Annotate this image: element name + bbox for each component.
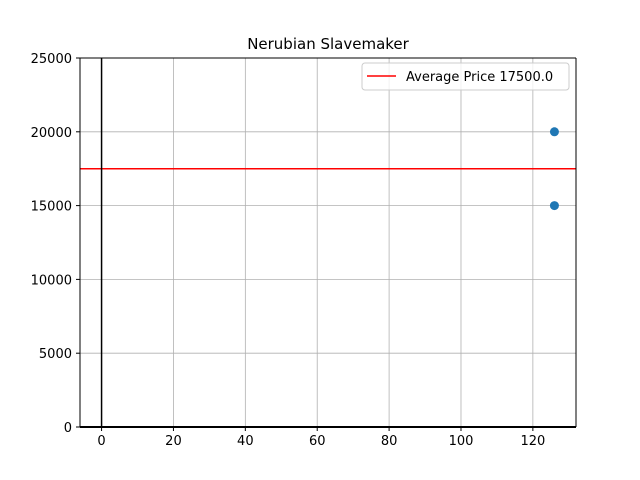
- legend: Average Price 17500.0: [361, 62, 570, 91]
- y-tick-label: 0: [64, 421, 72, 436]
- scatter-point: [549, 127, 559, 137]
- y-axis-ticks: 0 5000 10000 15000 20000 25000: [31, 52, 80, 436]
- chart-title: Nerubian Slavemaker: [247, 35, 409, 53]
- x-tick-label: 80: [381, 434, 398, 449]
- y-tick-label: 5000: [39, 347, 72, 362]
- reference-lines: [80, 58, 576, 427]
- scatter-points: [549, 127, 559, 211]
- y-tick-label: 25000: [31, 52, 72, 67]
- scatter-point: [549, 201, 559, 211]
- x-tick-label: 100: [449, 434, 474, 449]
- y-tick-label: 15000: [31, 200, 72, 215]
- axes: [79, 57, 577, 428]
- y-tick-label: 20000: [31, 126, 72, 141]
- x-tick-label: 60: [309, 434, 326, 449]
- x-tick-label: 40: [237, 434, 254, 449]
- x-tick-label: 0: [97, 434, 105, 449]
- y-tick-label: 10000: [31, 273, 72, 288]
- x-tick-label: 20: [165, 434, 182, 449]
- x-tick-label: 120: [520, 434, 545, 449]
- legend-box: [361, 62, 570, 91]
- grid: [80, 57, 576, 428]
- x-axis-ticks: 0 20 40 60 80 100 120: [97, 427, 545, 449]
- legend-label-average-price: Average Price 17500.0: [406, 70, 553, 85]
